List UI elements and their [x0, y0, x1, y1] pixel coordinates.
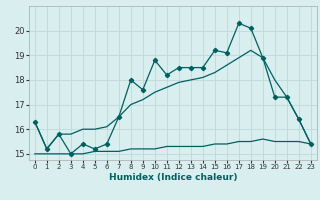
- X-axis label: Humidex (Indice chaleur): Humidex (Indice chaleur): [108, 173, 237, 182]
